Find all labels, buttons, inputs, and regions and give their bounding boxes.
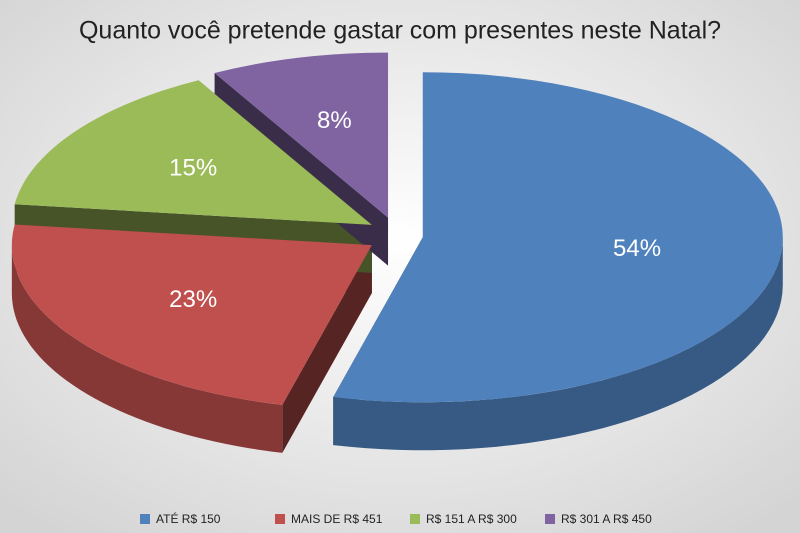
legend-label: R$ 301 A R$ 450 [561,512,652,526]
chart-title: Quanto você pretende gastar com presente… [79,17,721,45]
slice [11,224,372,405]
data-label: 15% [169,155,217,182]
data-label: 8% [317,107,352,134]
slice [14,80,372,225]
slice [333,72,783,403]
data-label: 54% [613,235,661,262]
legend-label: ATÉ R$ 150 [156,511,221,526]
legend-swatch [140,514,150,524]
slice [214,52,389,218]
legend: ATÉ R$ 150 MAIS DE R$ 451 R$ 151 A R$ 300 R… [140,511,652,526]
legend-swatch [545,514,555,524]
data-label: 23% [169,286,217,313]
legend-swatch [275,514,285,524]
legend-label: R$ 151 A R$ 300 [426,512,517,526]
legend-label: MAIS DE R$ 451 [291,512,383,526]
legend-swatch [410,514,420,524]
slice-side [333,237,783,451]
slice-side [11,245,283,453]
slice-edge [282,245,372,453]
pie-tops: 54% 23% 15% 8% [11,52,783,405]
